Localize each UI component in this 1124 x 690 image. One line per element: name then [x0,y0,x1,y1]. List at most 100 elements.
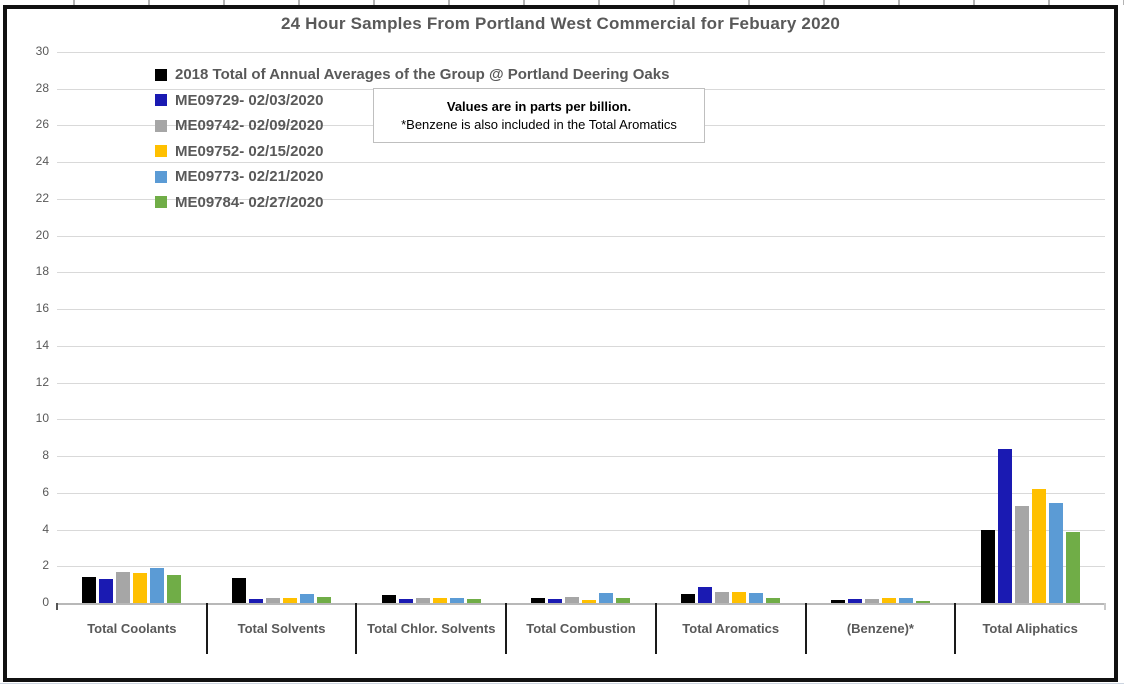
legend-swatch-icon [155,170,167,183]
bar-series1-cat3 [381,594,396,603]
axis-left-tick [56,603,58,610]
category-separator-6 [954,603,957,654]
bar-series5-cat7 [1048,502,1063,603]
bar-series4-cat7 [1031,489,1046,603]
bar-series4-cat5 [732,591,747,603]
bar-series5-cat2 [300,593,315,603]
bar-series6-cat3 [466,599,481,603]
gridline-y-8 [57,456,1105,458]
category-label-7: Total Aliphatics [982,621,1078,636]
y-tick-label-26: 26 [35,117,49,132]
bar-series5-cat3 [449,597,464,603]
gridline-y-16 [57,309,1105,311]
y-tick-label-30: 30 [35,44,49,58]
legend-swatch-icon [155,196,167,209]
legend-swatch-icon [155,94,167,107]
bar-series4-cat6 [881,598,896,603]
bar-series1-cat4 [531,597,546,603]
category-separator-3 [505,603,508,654]
gridline-y-24 [57,162,1105,164]
bar-series2-cat2 [249,599,264,603]
chart-legend: 2018 Total of Annual Averages of the Gro… [155,62,669,215]
bar-group-4 [506,52,656,603]
bar-series3-cat5 [715,591,730,603]
bar-group-1 [57,52,207,603]
legend-label: ME09729- 02/03/2020 [175,91,324,109]
bar-series6-cat7 [1065,532,1080,603]
bar-series5-cat5 [749,592,764,603]
bar-group-7 [955,52,1105,603]
y-tick-label-18: 18 [35,264,49,279]
legend-label: ME09742- 02/09/2020 [175,117,324,135]
chart-container: 24 Hour Samples From Portland West Comme… [3,5,1118,682]
category-label-2: Total Solvents [237,621,326,636]
legend-entry-1: 2018 Total of Annual Averages of the Gro… [155,62,669,88]
category-separator-1 [205,603,208,654]
bar-series3-cat1 [116,571,131,603]
legend-entry-2: ME09729- 02/03/2020 [155,88,669,114]
bar-series1-cat1 [82,577,97,603]
y-tick-label-22: 22 [35,190,49,205]
bar-series5-cat1 [150,568,165,603]
y-tick-label-0: 0 [42,595,49,609]
axis-right-tick [1104,603,1106,610]
bar-group-2 [207,52,357,603]
gridline-y-6 [57,492,1105,494]
legend-swatch-icon [155,145,167,158]
note-line-units: Values are in parts per billion. [446,99,632,114]
y-tick-label-8: 8 [42,448,49,463]
bar-group-5 [656,52,806,603]
bar-series2-cat6 [847,599,862,603]
bar-series6-cat1 [167,575,182,603]
y-tick-label-12: 12 [35,374,49,389]
category-label-3: Total Chlor. Solvents [367,621,496,636]
gridline-y-18 [57,272,1105,274]
y-tick-label-24: 24 [35,154,49,169]
bar-group-3 [356,52,506,603]
gridline-y-30 [57,52,1105,53]
bar-series3-cat2 [266,598,281,603]
bar-series4-cat1 [133,572,148,603]
bar-series6-cat4 [616,598,631,603]
category-separator-2 [355,603,358,654]
bar-series1-cat2 [232,578,247,603]
category-label-1: Total Coolants [87,621,177,636]
y-tick-label-28: 28 [35,80,49,95]
legend-entry-4: ME09752- 02/15/2020 [155,139,669,165]
legend-label: ME09773- 02/21/2020 [175,168,324,186]
spreadsheet-bottom-strip [0,683,1124,690]
gridline-y-10 [57,419,1105,421]
bar-series1-cat6 [830,600,845,603]
legend-swatch-icon [155,68,167,81]
bar-series3-cat3 [415,598,430,603]
category-label-4: Total Combustion [526,621,636,636]
bar-series6-cat2 [317,596,332,603]
bar-series2-cat3 [398,599,413,603]
spreadsheet-top-strip [0,0,1124,5]
category-separator-5 [804,603,807,654]
y-tick-label-10: 10 [35,411,49,426]
legend-label: ME09784- 02/27/2020 [175,193,324,211]
bar-series6-cat6 [915,601,930,603]
bar-series4-cat3 [432,597,447,603]
bar-series4-cat4 [582,600,597,603]
y-tick-label-6: 6 [42,484,49,499]
gridline-y-14 [57,345,1105,347]
bar-series4-cat2 [283,598,298,603]
bar-series1-cat7 [980,529,995,603]
bar-series2-cat5 [698,587,713,603]
bar-series3-cat7 [1014,505,1029,603]
chart-title: 24 Hour Samples From Portland West Comme… [280,14,841,33]
category-label-5: Total Aromatics [682,621,780,636]
bar-series2-cat1 [99,579,114,603]
bar-series6-cat5 [766,597,781,603]
legend-entry-5: ME09773- 02/21/2020 [155,164,669,190]
legend-swatch-icon [155,119,167,132]
y-tick-label-16: 16 [35,301,49,316]
bar-series3-cat6 [864,599,879,603]
y-tick-label-14: 14 [35,337,49,352]
bar-series1-cat5 [681,593,696,603]
category-separator-4 [654,603,657,654]
bar-series3-cat4 [565,596,580,603]
bar-group-6 [806,52,956,603]
